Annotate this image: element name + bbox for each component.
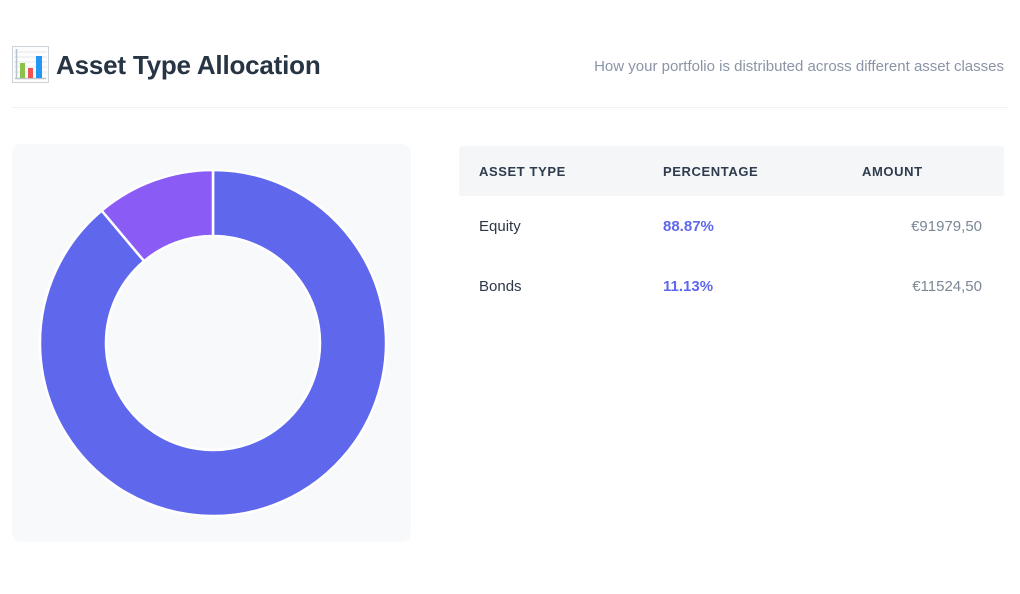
asset-type-label: Bonds	[479, 277, 522, 295]
table-header-row: ASSET TYPE PERCENTAGE AMOUNT	[459, 146, 1004, 196]
percentage-value: 11.13%	[663, 277, 714, 295]
bar-chart-icon	[12, 46, 49, 83]
donut-segment-bonds[interactable]	[100, 168, 215, 263]
percentage-value: 88.87%	[663, 217, 714, 235]
amount-value: €91979,50	[911, 217, 982, 235]
column-header-amount: AMOUNT	[862, 163, 923, 179]
donut-chart[interactable]	[12, 144, 411, 542]
section-header: Asset Type Allocation How your portfolio…	[12, 44, 1004, 86]
page-subtitle: How your portfolio is distributed across…	[594, 58, 1004, 75]
column-header-percentage: PERCENTAGE	[663, 163, 759, 179]
asset-type-label: Equity	[479, 217, 521, 235]
amount-value: €11524,50	[912, 277, 982, 295]
donut-chart-card	[12, 144, 411, 542]
header-divider	[12, 107, 1008, 108]
table-row-bonds: Bonds 11.13% €11524,50	[459, 256, 1004, 316]
donut-segment-equity[interactable]	[38, 168, 388, 518]
column-header-asset-type: ASSET TYPE	[479, 163, 566, 179]
page-title: Asset Type Allocation	[56, 50, 321, 80]
table-row-equity: Equity 88.87% €91979,50	[459, 196, 1004, 256]
allocation-table: ASSET TYPE PERCENTAGE AMOUNT Equity 88.8…	[459, 146, 1004, 316]
